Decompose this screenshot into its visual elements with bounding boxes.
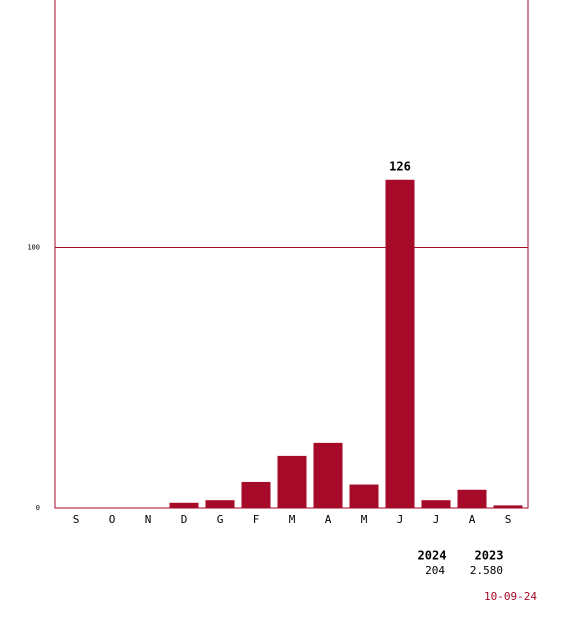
x-tick-label: S xyxy=(73,513,80,526)
bar xyxy=(241,481,271,508)
x-tick-label: J xyxy=(397,513,404,526)
bar xyxy=(313,442,343,508)
bar xyxy=(349,484,379,508)
bar xyxy=(277,455,307,508)
x-tick-label: S xyxy=(505,513,512,526)
y-tick-label: 100 xyxy=(27,243,40,251)
x-tick-label: N xyxy=(145,513,152,526)
plot-frame xyxy=(54,0,529,509)
summary-value: 2.580 xyxy=(470,564,503,577)
x-tick-label: D xyxy=(181,513,188,526)
date: 10-09-24 xyxy=(484,590,537,603)
bar xyxy=(169,502,199,508)
data-label: 126 xyxy=(389,159,411,173)
y-tick-label: 0 xyxy=(36,504,40,512)
bar xyxy=(385,179,415,508)
x-tick-label: A xyxy=(469,513,476,526)
x-tick-label: F xyxy=(253,513,260,526)
x-tick-label: J xyxy=(433,513,440,526)
x-tick-label: O xyxy=(109,513,116,526)
bar xyxy=(421,500,451,508)
x-tick-label: M xyxy=(289,513,296,526)
summary-value: 204 xyxy=(425,564,445,577)
bar xyxy=(457,489,487,508)
summary-header: 2024 xyxy=(418,549,447,563)
bar xyxy=(493,505,523,508)
x-tick-label: M xyxy=(361,513,368,526)
x-tick-label: A xyxy=(325,513,332,526)
x-tick-label: G xyxy=(217,513,224,526)
bar xyxy=(205,500,235,508)
summary-header: 2023 xyxy=(475,549,504,563)
